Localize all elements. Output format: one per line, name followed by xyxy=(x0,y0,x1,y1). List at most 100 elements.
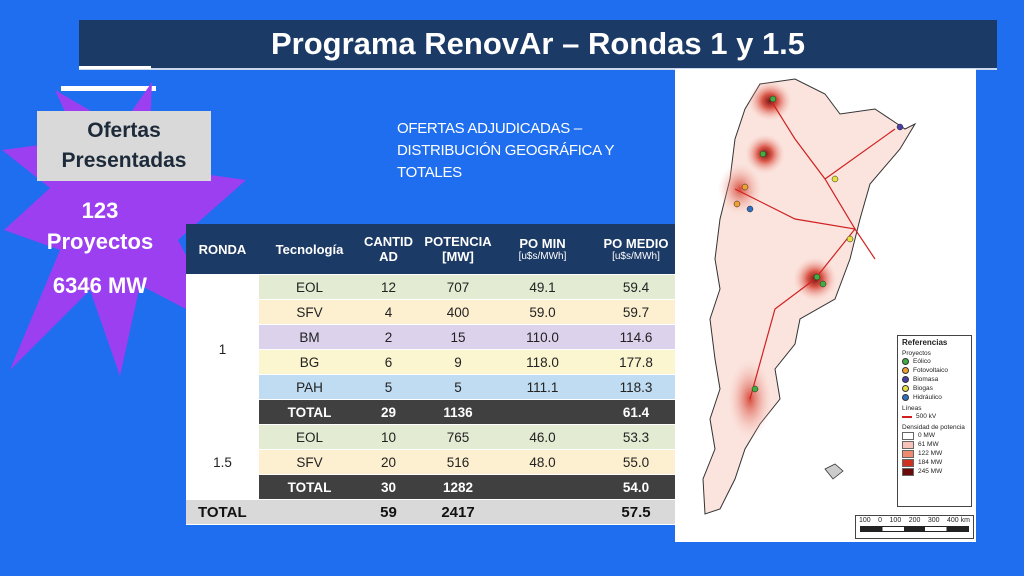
legend-item: Biomasa xyxy=(902,375,967,384)
grand-total-label: TOTAL xyxy=(186,499,360,525)
cell-potencia: 15 xyxy=(417,324,499,350)
cell-cantidad: 12 xyxy=(360,274,417,300)
legend-item: 184 MW xyxy=(902,458,967,467)
table-row: BM 2 15 110.0 114.6 xyxy=(186,324,686,350)
legend-item-label: 122 MW xyxy=(918,450,943,457)
grand-total-cantidad: 59 xyxy=(360,499,417,525)
project-marker-biogas xyxy=(831,175,839,183)
cell-po-min: 110.0 xyxy=(499,324,586,350)
project-marker-fotovoltaico xyxy=(733,200,741,208)
cell-po-min xyxy=(499,399,586,425)
legend-item-label: Biogas xyxy=(913,385,933,392)
cell-potencia: 765 xyxy=(417,424,499,450)
cell-po-medio: 177.8 xyxy=(586,349,686,375)
cell-potencia: 9 xyxy=(417,349,499,375)
cell-po-min: 48.0 xyxy=(499,449,586,475)
cell-tecnologia: TOTAL xyxy=(259,399,360,425)
legend-lineas-label: Líneas xyxy=(902,405,922,412)
ronda-1-5-label: 1.5 xyxy=(186,424,259,500)
cell-potencia: 1136 xyxy=(417,399,499,425)
scale-bar-graphic xyxy=(860,526,969,532)
cell-cantidad: 30 xyxy=(360,474,417,500)
legend-item-label: 184 MW xyxy=(918,459,943,466)
results-table: RONDA Tecnología CANTID AD POTENCIA [MW]… xyxy=(186,224,686,525)
cell-po-medio: 54.0 xyxy=(586,474,686,500)
legend-swatch xyxy=(902,431,914,440)
ofertas-line2: Presentadas xyxy=(61,149,187,172)
cell-potencia: 5 xyxy=(417,374,499,400)
legend-swatch xyxy=(902,467,914,476)
grand-total-po-medio: 57.5 xyxy=(586,499,686,525)
argentina-map-panel: Referencias Proyectos Eólico Fotovoltaic… xyxy=(675,69,976,542)
header-cantidad-1: CANTID xyxy=(363,234,414,249)
cell-po-min: 49.1 xyxy=(499,274,586,300)
cell-tecnologia: TOTAL xyxy=(259,474,360,500)
legend-item-label: Eólico xyxy=(913,358,931,365)
cell-cantidad: 29 xyxy=(360,399,417,425)
table-row: SFV 20 516 48.0 55.0 xyxy=(186,449,686,475)
header-po-medio-unit: [u$s/MWh] xyxy=(612,251,660,262)
legend-item: Hidráulico xyxy=(902,393,967,402)
legend-item-label: 61 MW xyxy=(918,441,939,448)
header-potencia-2: [MW] xyxy=(442,249,474,264)
legend-proyectos-label: Proyectos xyxy=(902,350,931,357)
cell-po-medio: 59.7 xyxy=(586,299,686,325)
decorative-bar xyxy=(61,86,156,91)
cell-po-medio: 53.3 xyxy=(586,424,686,450)
proyectos-label: Proyectos xyxy=(46,229,154,254)
cell-cantidad: 20 xyxy=(360,449,417,475)
table-row: 1 EOL 12 707 49.1 59.4 xyxy=(186,274,686,425)
legend-dot xyxy=(902,385,909,392)
cell-po-min: 59.0 xyxy=(499,299,586,325)
header-potencia-1: POTENCIA xyxy=(424,234,492,249)
header-cantidad: CANTID AD xyxy=(360,224,417,275)
scale-label: 400 km xyxy=(947,517,970,524)
header-potencia: POTENCIA [MW] xyxy=(417,224,499,275)
header-po-medio: PO MEDIO [u$s/MWh] xyxy=(586,224,686,275)
map-scale-bar: 100 0 100 200 300 400 km xyxy=(855,515,974,539)
cell-po-min: 46.0 xyxy=(499,424,586,450)
cell-potencia: 1282 xyxy=(417,474,499,500)
header-po-min-unit: [u$s/MWh] xyxy=(518,251,567,262)
cell-tecnologia: SFV xyxy=(259,449,360,475)
ofertas-line1: Ofertas xyxy=(87,119,161,142)
header-po-min-label: PO MIN xyxy=(519,236,566,251)
project-marker-eolico xyxy=(759,150,767,158)
map-legend: Referencias Proyectos Eólico Fotovoltaic… xyxy=(897,335,972,507)
subtotal-row: TOTAL 30 1282 54.0 xyxy=(186,474,686,500)
table-row: BG 6 9 118.0 177.8 xyxy=(186,349,686,375)
cell-cantidad: 4 xyxy=(360,299,417,325)
scale-label: 0 xyxy=(878,517,883,524)
legend-item-label: 500 kV xyxy=(916,413,937,420)
legend-item: 122 MW xyxy=(902,449,967,458)
header-ronda: RONDA xyxy=(186,224,259,275)
cell-po-min: 118.0 xyxy=(499,349,586,375)
grand-total-po-min xyxy=(499,499,586,525)
power-line-500kv xyxy=(824,128,896,180)
legend-dot xyxy=(902,376,909,383)
cell-tecnologia: PAH xyxy=(259,374,360,400)
legend-dot xyxy=(902,394,909,401)
legend-line-swatch xyxy=(902,415,912,418)
legend-swatch xyxy=(902,440,914,449)
table-row: SFV 4 400 59.0 59.7 xyxy=(186,299,686,325)
scale-label: 200 xyxy=(908,517,921,524)
project-marker-biogas xyxy=(846,235,854,243)
project-marker-eolico xyxy=(813,273,821,281)
slide-title: Programa RenovAr – Rondas 1 y 1.5 xyxy=(79,20,997,70)
legend-item-label: 245 MW xyxy=(918,468,943,475)
cell-cantidad: 2 xyxy=(360,324,417,350)
legend-densidad-label: Densidad de potencia xyxy=(902,424,965,431)
legend-dot xyxy=(902,358,909,365)
legend-dot xyxy=(902,367,909,374)
header-cantidad-2: AD xyxy=(379,249,398,264)
cell-tecnologia: SFV xyxy=(259,299,360,325)
argentina-map xyxy=(702,78,917,515)
project-marker-eolico xyxy=(769,95,777,103)
legend-item-label: Biomasa xyxy=(913,376,939,383)
cell-tecnologia: BG xyxy=(259,349,360,375)
proyectos-count: 123 xyxy=(81,198,119,223)
cell-po-min xyxy=(499,474,586,500)
project-marker-fotovoltaico xyxy=(741,183,749,191)
cell-potencia: 707 xyxy=(417,274,499,300)
